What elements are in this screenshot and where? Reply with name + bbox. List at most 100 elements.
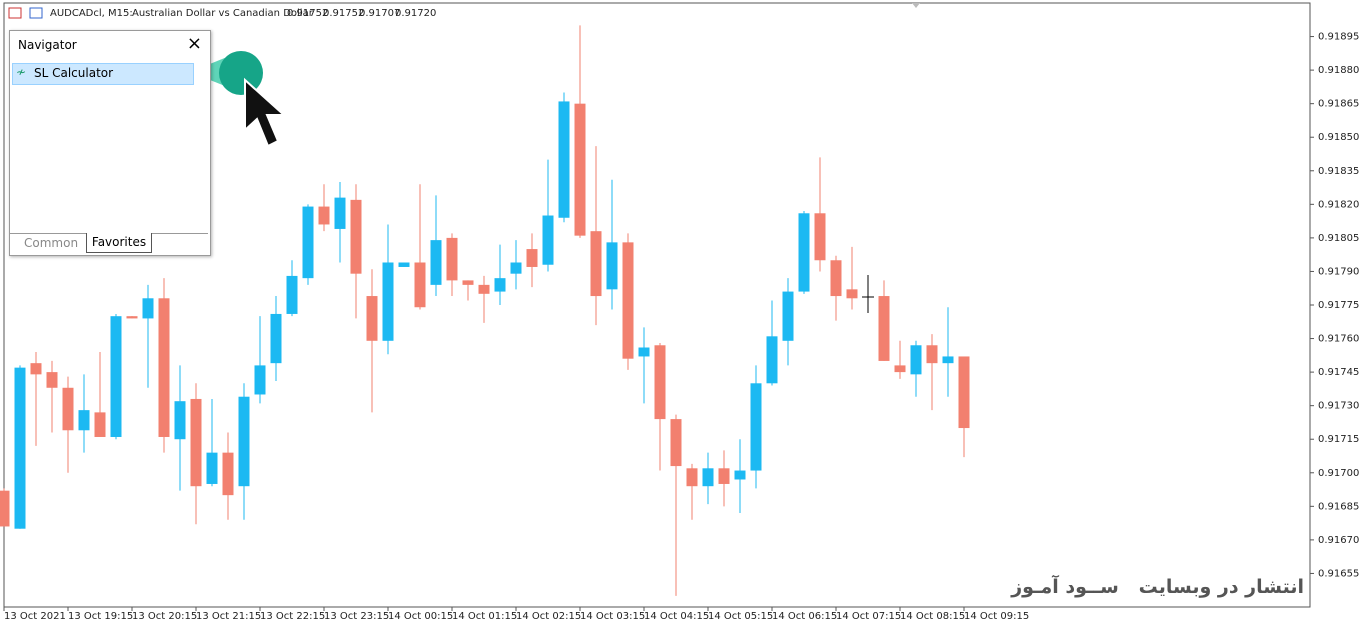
nav-item[interactable]: ≁ SL Calculator: [12, 63, 194, 85]
watermark: انتشار در وبسایت ســود آمـوز: [1011, 576, 1304, 598]
candle-body: [702, 468, 714, 487]
x-tick-label: 14 Oct 06:15: [772, 611, 837, 622]
y-tick-label: 0.91730: [1318, 401, 1359, 412]
candle-body: [574, 103, 586, 236]
symbol: AUDCADcl, M15:: [50, 8, 133, 19]
candle-body: [254, 365, 266, 395]
candle-body: [558, 101, 570, 218]
y-tick-label: 0.91745: [1318, 367, 1359, 378]
pointer: [219, 51, 263, 95]
candle-body: [958, 356, 970, 429]
cursor: [244, 77, 287, 148]
header-value: 0.91720: [395, 8, 436, 19]
tab[interactable]: Common: [24, 236, 79, 250]
y-tick-label: 0.91670: [1318, 535, 1359, 546]
header-value: 0.91752: [287, 8, 328, 19]
icon: ≁: [16, 65, 27, 79]
x-tick-label: 14 Oct 05:15: [708, 611, 773, 622]
candle-body: [126, 316, 138, 319]
x-tick-label: 14 Oct 07:15: [836, 611, 901, 622]
candle-body: [750, 383, 762, 471]
candle-body: [654, 345, 666, 420]
candle-body: [286, 275, 298, 314]
candle-body: [638, 347, 650, 357]
candle-body: [206, 452, 218, 484]
y-tick-label: 0.91655: [1318, 568, 1359, 579]
candle-body: [142, 298, 154, 319]
candle-body: [382, 262, 394, 341]
y-tick-label: 0.91850: [1318, 132, 1359, 143]
candle-body: [942, 356, 954, 364]
candle-body: [238, 396, 250, 487]
description: Australian Dollar vs Canadian Dollar: [132, 8, 314, 19]
icon: [29, 7, 43, 19]
candle-body: [302, 206, 314, 279]
candle-body: [894, 365, 906, 373]
header-value: 0.91707: [359, 8, 400, 19]
candle-body: [846, 289, 858, 299]
y-tick-label: 0.91700: [1318, 468, 1359, 479]
candle-body: [398, 262, 410, 267]
candle-body: [878, 296, 890, 361]
tab[interactable]: Favorites: [86, 233, 152, 253]
candle-body: [718, 468, 730, 484]
candle-body: [94, 412, 106, 437]
x-tick-label: 14 Oct 08:15: [900, 611, 965, 622]
icon: [8, 7, 22, 19]
candle-body: [366, 296, 378, 341]
candle-body: [350, 199, 362, 274]
item-label: SL Calculator: [34, 66, 114, 80]
y-tick-label: 0.91715: [1318, 434, 1359, 445]
candle-body: [590, 231, 602, 297]
x-tick-label: 14 Oct 01:15: [452, 611, 517, 622]
candle-body: [910, 345, 922, 375]
nav-title: Navigator: [18, 38, 77, 52]
candle-body: [0, 490, 10, 527]
candle-body: [110, 316, 122, 437]
x-tick-label: 14 Oct 04:15: [644, 611, 709, 622]
candle-body: [814, 213, 826, 261]
candle-body: [430, 240, 442, 285]
y-tick-label: 0.91790: [1318, 266, 1359, 277]
candle-body: [606, 242, 618, 290]
candle-body: [766, 336, 778, 384]
y-tick-label: 0.91835: [1318, 166, 1359, 177]
candle-body: [190, 398, 202, 487]
candle-body: [334, 197, 346, 229]
candle-body: [318, 206, 330, 225]
candle-body: [798, 213, 810, 292]
close-button[interactable]: ×: [186, 33, 202, 54]
y-tick-label: 0.91895: [1318, 32, 1359, 43]
candle-body: [174, 401, 186, 440]
candle-body: [782, 291, 794, 341]
candle-body: [462, 280, 474, 285]
candle-body: [622, 242, 634, 359]
y-tick-label: 0.91685: [1318, 501, 1359, 512]
x-tick-label: 13 Oct 19:15: [68, 611, 133, 622]
x-tick-label: 13 Oct 2021: [4, 611, 66, 622]
candle-body: [222, 452, 234, 496]
y-tick-label: 0.91820: [1318, 199, 1359, 210]
x-tick-label: 13 Oct 21:15: [196, 611, 261, 622]
x-tick-label: 14 Oct 02:15: [516, 611, 581, 622]
x-tick-label: 14 Oct 09:15: [964, 611, 1029, 622]
candle-body: [46, 372, 58, 388]
candle-body: [478, 284, 490, 294]
x-tick-label: 13 Oct 20:15: [132, 611, 197, 622]
candle-body: [158, 298, 170, 437]
y-tick-label: 0.91880: [1318, 65, 1359, 76]
candle-body: [78, 410, 90, 431]
candle-body: [542, 215, 554, 265]
x-tick-label: 14 Oct 00:15: [388, 611, 453, 622]
candle-body: [494, 278, 506, 292]
candle-body: [414, 262, 426, 308]
x-tick-label: 14 Oct 03:15: [580, 611, 645, 622]
candle-body: [686, 468, 698, 487]
candle-body: [926, 345, 938, 364]
candle-body: [62, 387, 74, 431]
y-tick-label: 0.91805: [1318, 233, 1359, 244]
candle-body: [14, 367, 26, 529]
marker: [912, 3, 920, 8]
